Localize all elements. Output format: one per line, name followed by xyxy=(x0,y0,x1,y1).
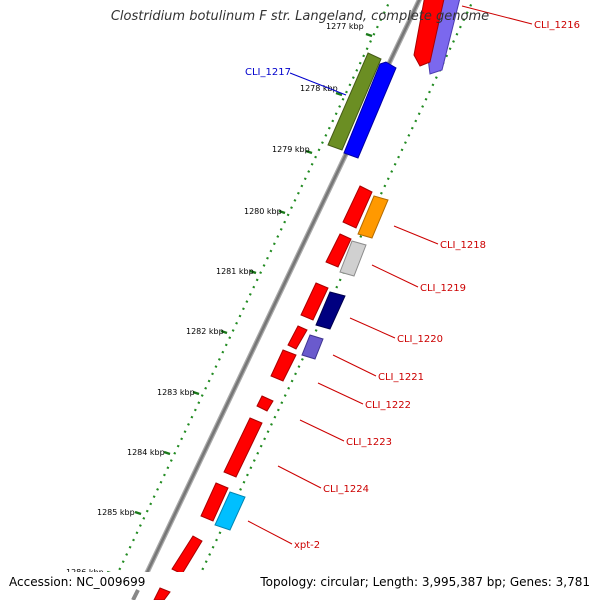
cds-cli-1217-blue[interactable] xyxy=(343,61,397,159)
leader-cli-1216 xyxy=(461,5,533,25)
tick-1279 xyxy=(305,149,313,155)
leader-cli-1224 xyxy=(277,465,322,489)
tick-label-1286: 1286 kbp xyxy=(66,568,104,577)
tick-1278 xyxy=(335,91,343,97)
tick-label-1285: 1285 kbp xyxy=(97,508,135,517)
tick-1285 xyxy=(134,510,142,516)
tick-label-1279: 1279 kbp xyxy=(272,145,310,154)
leader-cli-1223 xyxy=(299,419,345,442)
gene-label-cli-1219[interactable]: CLI_1219 xyxy=(420,283,466,294)
kbp-tick-marks xyxy=(107,32,373,572)
leader-cli-1221 xyxy=(332,354,377,377)
tick-label-1278: 1278 kbp xyxy=(300,84,338,93)
gene-label-cli-1221[interactable]: CLI_1221 xyxy=(378,372,424,383)
tick-label-1284: 1284 kbp xyxy=(127,448,165,457)
leader-cli-1219 xyxy=(371,264,419,288)
page-title: Clostridium botulinum F str. Langeland, … xyxy=(110,9,490,24)
forward-strand-line xyxy=(117,0,392,572)
leader-cli-1220 xyxy=(349,317,396,339)
gene-label-cli-1222[interactable]: CLI_1222 xyxy=(365,400,411,411)
tick-1284 xyxy=(163,450,171,456)
cds-cli-1216a[interactable] xyxy=(413,0,446,67)
tick-label-1283: 1283 kbp xyxy=(157,388,195,397)
tick-1282 xyxy=(220,329,228,335)
gene-label-cli-1224[interactable]: CLI_1224 xyxy=(323,484,369,495)
genome-summary-text: Topology: circular; Length: 3,995,387 bp… xyxy=(260,575,590,589)
cds-red-2[interactable] xyxy=(325,233,352,268)
leader-cli-1222 xyxy=(317,382,364,405)
cds-red-4[interactable] xyxy=(287,325,308,350)
gene-label-cli-1220[interactable]: CLI_1220 xyxy=(397,334,443,345)
cds-red-8[interactable] xyxy=(200,482,229,522)
tick-label-1277: 1277 kbp xyxy=(326,22,364,31)
cds-red-3[interactable] xyxy=(300,282,329,321)
tick-1286 xyxy=(107,570,111,572)
tick-1281 xyxy=(249,269,257,275)
cds-cli-1221[interactable] xyxy=(301,334,324,360)
leader-cli-1218 xyxy=(393,225,439,245)
cds-cli-1218[interactable] xyxy=(357,195,389,239)
cds-cli-1217-olive[interactable] xyxy=(327,52,382,151)
gene-label-cli-1223[interactable]: CLI_1223 xyxy=(346,437,392,448)
leader-xpt-2 xyxy=(247,520,293,545)
gene-label-cli-1217[interactable]: CLI_1217 xyxy=(245,67,291,78)
cds-red-7[interactable] xyxy=(223,417,263,478)
genome-backbone-tail xyxy=(131,589,140,600)
accession-text: Accession: NC_009699 xyxy=(9,575,146,589)
tick-1280 xyxy=(278,209,286,215)
cds-red-6[interactable] xyxy=(256,395,274,412)
tick-label-1282: 1282 kbp xyxy=(186,327,224,336)
tick-1283 xyxy=(192,390,200,396)
tick-label-1281: 1281 kbp xyxy=(216,267,254,276)
gene-label-cli-1218[interactable]: CLI_1218 xyxy=(440,240,486,251)
cds-red-10[interactable] xyxy=(153,587,171,600)
gene-label-cli-1216[interactable]: CLI_1216 xyxy=(534,20,580,31)
cds-red-1[interactable] xyxy=(342,185,373,229)
cds-xpt-2[interactable] xyxy=(214,491,246,531)
cds-cli-1220[interactable] xyxy=(315,291,346,330)
gene-label-xpt-2[interactable]: xpt-2 xyxy=(294,540,320,551)
forward-strand-features xyxy=(171,0,446,574)
tick-label-1280: 1280 kbp xyxy=(244,207,282,216)
cds-red-9[interactable] xyxy=(171,535,203,574)
label-leader-lines xyxy=(247,5,533,545)
cds-red-5[interactable] xyxy=(270,349,297,382)
tick-1277 xyxy=(365,32,373,38)
cds-cli-1219[interactable] xyxy=(339,240,367,277)
leader-cli-1217 xyxy=(289,72,347,96)
